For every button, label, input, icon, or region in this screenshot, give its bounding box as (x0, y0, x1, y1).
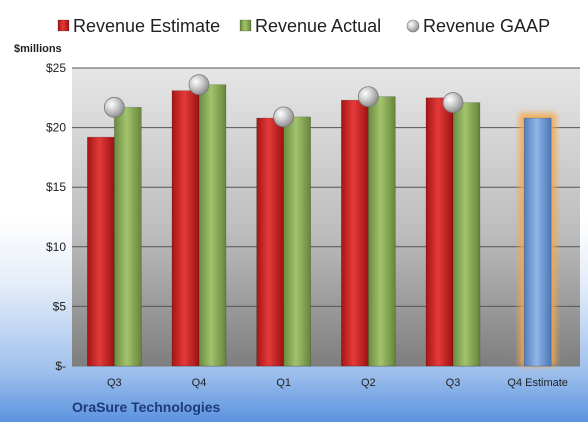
revenue-estimate-bar (341, 99, 369, 367)
forecast-bar (523, 117, 552, 367)
y-tick-label: $20 (46, 121, 66, 135)
gaap-markers (103, 74, 464, 128)
y-tick-label: $5 (53, 299, 67, 313)
revenue-gaap-marker (273, 106, 295, 128)
legend-item: Revenue Estimate (57, 16, 220, 36)
x-tick-label: Q3 (446, 377, 461, 389)
plot-area (72, 68, 580, 366)
revenue-actual-bar (452, 102, 481, 367)
y-axis-ticks: $- $5 $10 $15 $20 $25 (46, 61, 66, 373)
x-tick-label: Q4 (192, 377, 207, 389)
legend-swatch (406, 19, 420, 33)
legend-label: Revenue Actual (255, 16, 381, 36)
legend-item: Revenue Actual (239, 16, 381, 36)
revenue-actual-bar (198, 84, 227, 367)
bars (87, 84, 557, 367)
revenue-gaap-marker (103, 96, 125, 118)
legend-swatch (239, 19, 252, 32)
revenue-gaap-marker (357, 86, 379, 108)
y-axis-unit-label: $millions (14, 43, 62, 55)
x-axis-ticks: Q3 Q4 Q1 Q2 Q3 Q4 Estimate (107, 377, 568, 389)
x-tick-label: Q3 (107, 377, 122, 389)
y-tick-label: $15 (46, 180, 66, 194)
revenue-actual-bar (114, 107, 142, 367)
company-name: OraSure Technologies (72, 399, 221, 415)
legend-item: Revenue GAAP (406, 16, 550, 36)
revenue-actual-bar (368, 96, 396, 367)
revenue-gaap-marker (442, 92, 464, 113)
x-tick-label: Q2 (361, 377, 376, 389)
y-tick-label: $- (55, 359, 66, 373)
legend-swatch (57, 19, 70, 32)
legend-label: Revenue GAAP (423, 16, 550, 36)
revenue-gaap-marker (188, 74, 210, 96)
y-tick-label: $25 (46, 61, 66, 75)
revenue-estimate-bar (87, 136, 115, 367)
x-tick-label: Q1 (276, 377, 291, 389)
y-tick-label: $10 (46, 240, 66, 254)
revenue-actual-bar (283, 116, 311, 367)
legend-label: Revenue Estimate (73, 16, 220, 36)
x-tick-label: Q4 Estimate (507, 377, 568, 389)
gridlines (72, 67, 580, 367)
revenue-estimate-bar (171, 90, 200, 367)
revenue-estimate-bar (256, 117, 284, 367)
legend: Revenue Estimate Revenue Actual Revenue GA… (57, 16, 550, 36)
revenue-estimate-bar (425, 97, 454, 367)
